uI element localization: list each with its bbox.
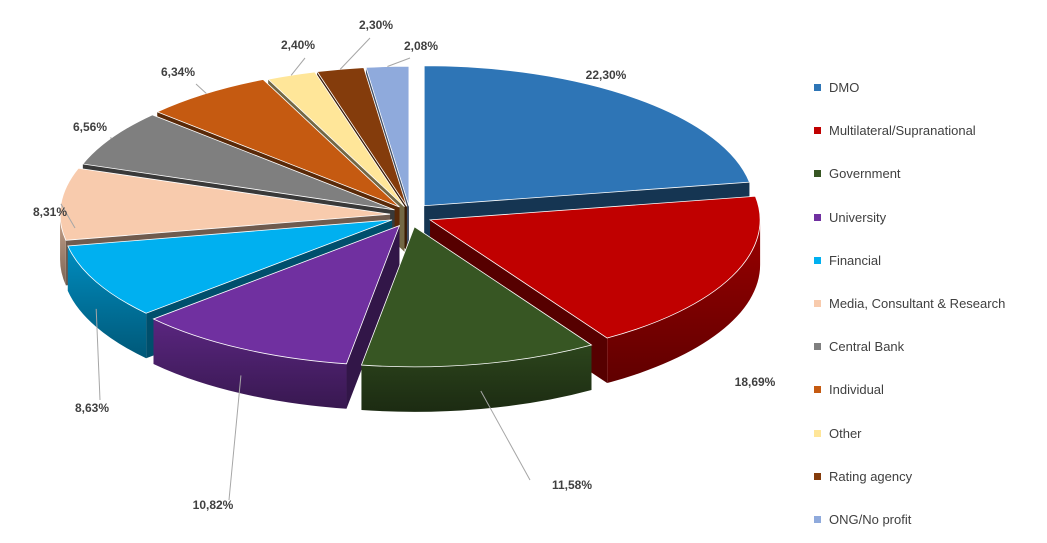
pie-slice-top-4 bbox=[67, 219, 393, 314]
data-label-0: 22,30% bbox=[586, 68, 627, 82]
legend-label-media: Media, Consultant & Research bbox=[829, 296, 1006, 312]
pie-slice-top-2 bbox=[360, 226, 593, 368]
legend-label-government: Government bbox=[829, 166, 901, 182]
data-label-3: 10,82% bbox=[193, 498, 234, 512]
legend-swatch-financial bbox=[814, 256, 821, 264]
legend-swatch-media bbox=[814, 300, 821, 308]
legend-swatch-dmo bbox=[814, 84, 821, 92]
data-label-8: 2,40% bbox=[281, 38, 315, 52]
legend-label-ong: ONG/No profit bbox=[829, 511, 912, 527]
legend-item-government: Government bbox=[814, 152, 1044, 195]
legend-label-other: Other bbox=[829, 425, 862, 441]
legend-item-dmo: DMO bbox=[814, 66, 1044, 109]
legend-item-individual: Individual bbox=[814, 368, 1044, 411]
legend-item-ong: ONG/No profit bbox=[814, 498, 1044, 541]
legend-swatch-other bbox=[814, 429, 821, 437]
legend-item-multilateral: Multilateral/Supranational bbox=[814, 109, 1044, 152]
data-label-9: 2,30% bbox=[359, 18, 393, 32]
legend: DMO Multilateral/Supranational Governmen… bbox=[814, 66, 1044, 541]
legend-swatch-individual bbox=[814, 386, 821, 394]
legend-swatch-multilateral bbox=[814, 127, 821, 135]
legend-label-financial: Financial bbox=[829, 252, 882, 268]
leader-line-8 bbox=[290, 57, 306, 76]
pie-slice-top-7 bbox=[156, 79, 400, 208]
pie-slice-top-3 bbox=[152, 224, 401, 365]
legend-item-university: University bbox=[814, 196, 1044, 239]
pie-slice-top-8 bbox=[267, 71, 405, 208]
data-label-5: 8,31% bbox=[33, 205, 67, 219]
legend-label-individual: Individual bbox=[829, 382, 884, 398]
data-label-4: 8,63% bbox=[75, 401, 109, 415]
pie-slice-top-6 bbox=[82, 114, 395, 211]
legend-item-other: Other bbox=[814, 412, 1044, 455]
data-label-1: 18,69% bbox=[735, 375, 776, 389]
legend-label-central-bank: Central Bank bbox=[829, 339, 905, 355]
leader-line-4 bbox=[95, 308, 101, 401]
legend-label-university: University bbox=[829, 209, 887, 225]
legend-item-financial: Financial bbox=[814, 239, 1044, 282]
legend-label-multilateral: Multilateral/Supranational bbox=[829, 123, 976, 139]
legend-swatch-rating-agency bbox=[814, 472, 821, 480]
leader-line-5 bbox=[60, 203, 76, 229]
data-label-2: 11,58% bbox=[552, 478, 592, 492]
leader-line-7 bbox=[195, 83, 207, 94]
leader-line-10 bbox=[387, 57, 411, 67]
leader-line-3 bbox=[228, 375, 242, 501]
leader-line-9 bbox=[339, 37, 371, 70]
data-label-10: 2,08% bbox=[404, 39, 438, 53]
pie-slice-top-10 bbox=[365, 65, 410, 207]
legend-swatch-government bbox=[814, 170, 821, 178]
legend-swatch-university bbox=[814, 213, 821, 221]
legend-item-central-bank: Central Bank bbox=[814, 325, 1044, 368]
legend-swatch-central-bank bbox=[814, 343, 821, 351]
legend-label-dmo: DMO bbox=[829, 80, 860, 96]
pie-slice-top-0 bbox=[423, 65, 751, 207]
pie-slice-3 bbox=[152, 224, 401, 409]
data-label-6: 6,56% bbox=[73, 120, 107, 134]
pie-slice-top-1 bbox=[428, 195, 761, 339]
pie-slice-2 bbox=[360, 226, 593, 412]
legend-item-rating-agency: Rating agency bbox=[814, 455, 1044, 498]
legend-swatch-ong bbox=[814, 515, 821, 523]
leader-line-2 bbox=[480, 390, 531, 481]
legend-item-media: Media, Consultant & Research bbox=[814, 282, 1044, 325]
data-label-7: 6,34% bbox=[161, 65, 195, 79]
legend-label-rating-agency: Rating agency bbox=[829, 468, 913, 484]
pie-chart: 22,30% 18,69% 11,58% 10,82% 8,63% 8,31% 6,56% 6… bbox=[33, 18, 776, 512]
